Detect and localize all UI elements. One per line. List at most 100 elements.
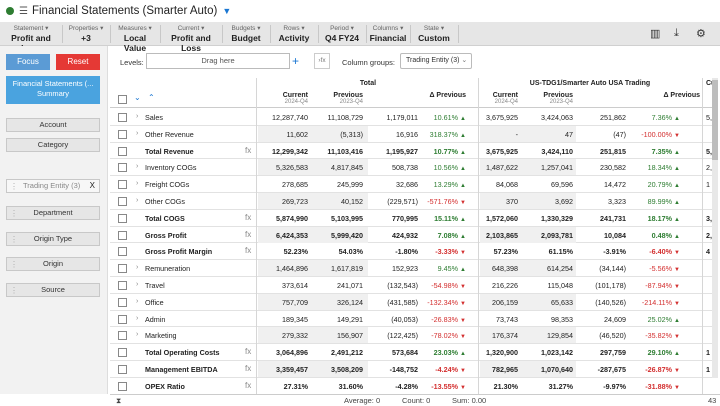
- expand-row-icon[interactable]: ›: [136, 113, 139, 120]
- row-checkbox[interactable]: [118, 297, 127, 307]
- table-cell[interactable]: 370: [506, 197, 518, 206]
- table-cell[interactable]: 1,023,142: [541, 348, 573, 358]
- row-checkbox[interactable]: [118, 180, 127, 190]
- table-cell[interactable]: -287,675: [597, 365, 626, 374]
- table-cell[interactable]: 1,195,927: [386, 146, 418, 156]
- row-checkbox[interactable]: [118, 146, 127, 156]
- table-cell[interactable]: 241,071: [337, 281, 363, 290]
- table-row[interactable]: › Marketing 279,332 156,907 (122,425) -78.02%…: [110, 327, 718, 345]
- download-icon[interactable]: ⤓: [674, 27, 679, 39]
- table-cell[interactable]: (46,520): [599, 331, 626, 341]
- table-row[interactable]: › Freight COGs 278,685 245,999 32,686 13.29% ▲…: [110, 176, 718, 193]
- table-cell[interactable]: -9.97%: [603, 381, 626, 391]
- table-cell[interactable]: 1,487,622: [486, 163, 518, 173]
- table-cell[interactable]: 27.31%: [283, 381, 308, 391]
- expand-row-icon[interactable]: ›: [136, 180, 139, 188]
- expand-row-icon[interactable]: ›: [136, 197, 139, 204]
- row-checkbox[interactable]: [118, 264, 127, 274]
- table-row[interactable]: Total Operating Costs fx 3,064,896 2,491,21…: [110, 344, 718, 361]
- row-checkbox[interactable]: [118, 230, 127, 240]
- filter-rows[interactable]: Rows ▾ Activity: [278, 25, 310, 43]
- table-cell[interactable]: 12,287,740: [272, 113, 308, 122]
- vertical-scrollbar[interactable]: [712, 78, 718, 378]
- formula-icon[interactable]: fx: [245, 380, 252, 390]
- table-cell[interactable]: 2,491,212: [331, 348, 363, 358]
- table-cell[interactable]: -5.56% ▼: [649, 264, 680, 274]
- table-cell[interactable]: 5,999,420: [331, 230, 363, 240]
- table-cell[interactable]: 18.17% ▲: [647, 213, 680, 223]
- table-cell[interactable]: 5,103,995: [331, 213, 363, 223]
- table-row[interactable]: › Inventory COGs 5,326,583 4,817,845 508,738…: [110, 159, 718, 177]
- chart-icon[interactable]: ▥: [650, 28, 661, 40]
- table-cell[interactable]: -78.02% ▼: [431, 331, 466, 341]
- column-header[interactable]: Δ Previous: [663, 92, 700, 99]
- table-cell[interactable]: (431,585): [387, 297, 418, 307]
- expand-row-icon[interactable]: ›: [136, 281, 139, 288]
- table-cell[interactable]: (5,313): [340, 129, 363, 139]
- table-cell[interactable]: -1.80%: [395, 247, 418, 257]
- row-checkbox[interactable]: [118, 213, 127, 223]
- table-cell[interactable]: 279,332: [282, 331, 308, 341]
- formula-icon[interactable]: fx: [245, 145, 252, 155]
- table-cell[interactable]: -13.55% ▼: [431, 381, 466, 391]
- formula-icon[interactable]: fx: [245, 246, 252, 256]
- table-cell[interactable]: 25.02% ▲: [647, 314, 680, 324]
- table-cell[interactable]: 0.48% ▲: [651, 230, 680, 240]
- row-checkbox[interactable]: [118, 197, 127, 206]
- collapse-all-icon[interactable]: ⌃: [148, 93, 155, 102]
- table-cell[interactable]: 15.11% ▲: [434, 213, 466, 223]
- table-cell[interactable]: 3,323: [608, 197, 626, 206]
- filter-properties[interactable]: Properties ▾ +3: [68, 25, 104, 43]
- table-row[interactable]: › Sales 12,287,740 11,108,729 1,179,011 10.61…: [110, 109, 718, 126]
- dimension-account[interactable]: Account: [6, 118, 100, 132]
- table-cell[interactable]: 1,330,329: [541, 213, 573, 223]
- table-cell[interactable]: 7.08% ▲: [437, 230, 466, 240]
- table-cell[interactable]: -571.76% ▼: [427, 197, 466, 206]
- table-row[interactable]: › Remuneration 1,464,896 1,617,819 152,923 9.…: [110, 260, 718, 277]
- dimension-trading-entity[interactable]: ⋮ Trading Entity (3) X: [6, 179, 100, 193]
- row-checkbox[interactable]: [118, 365, 127, 374]
- table-cell[interactable]: 152,923: [392, 264, 418, 274]
- table-cell[interactable]: 3,064,896: [276, 348, 308, 358]
- table-cell[interactable]: -35.82% ▼: [645, 331, 680, 341]
- add-level-icon[interactable]: +: [292, 54, 300, 68]
- table-cell[interactable]: -214.11% ▼: [641, 297, 680, 307]
- formula-icon[interactable]: fx: [245, 347, 252, 357]
- table-cell[interactable]: 1: [706, 365, 710, 374]
- drag-handle-icon[interactable]: ⋮: [10, 286, 18, 295]
- row-checkbox[interactable]: [118, 331, 127, 341]
- table-cell[interactable]: 216,226: [492, 281, 518, 290]
- table-cell[interactable]: 16,916: [396, 129, 418, 139]
- table-cell[interactable]: 3,692: [555, 197, 573, 206]
- column-header[interactable]: Current 2024-Q4: [492, 92, 518, 105]
- table-cell[interactable]: 3,508,209: [331, 365, 363, 374]
- table-row[interactable]: › Admin 189,345 149,291 (40,053) -26.83% ▼ 73,7…: [110, 311, 718, 328]
- table-cell[interactable]: 84,068: [496, 180, 518, 190]
- table-cell[interactable]: 10.77% ▲: [433, 146, 466, 156]
- column-groups-select[interactable]: Trading Entity (3) ⌄: [400, 53, 472, 69]
- table-cell[interactable]: 1,572,060: [486, 213, 518, 223]
- table-row[interactable]: Gross Profit Margin fx 52.23% 54.03% -1.80% -…: [110, 243, 718, 261]
- table-cell[interactable]: 757,709: [282, 297, 308, 307]
- table-cell[interactable]: 206,159: [492, 297, 518, 307]
- table-cell[interactable]: 297,759: [600, 348, 626, 358]
- table-cell[interactable]: 47: [565, 129, 573, 139]
- table-cell[interactable]: 11,103,416: [327, 146, 363, 156]
- levels-drop-zone[interactable]: Drag here: [146, 53, 290, 69]
- table-cell[interactable]: -4.28%: [395, 381, 418, 391]
- table-cell[interactable]: 24,609: [604, 314, 626, 324]
- table-cell[interactable]: 129,854: [547, 331, 573, 341]
- table-cell[interactable]: 5,326,583: [276, 163, 308, 173]
- filter-period[interactable]: Period ▾ Q4 FY24: [324, 25, 360, 43]
- table-cell[interactable]: 241,731: [600, 213, 626, 223]
- row-checkbox[interactable]: [118, 381, 127, 391]
- table-cell[interactable]: 770,995: [392, 213, 418, 223]
- column-header[interactable]: Δ Previous: [429, 92, 466, 99]
- table-cell[interactable]: 57.23%: [493, 247, 518, 257]
- expand-row-icon[interactable]: ›: [136, 297, 139, 305]
- row-checkbox[interactable]: [118, 129, 127, 139]
- table-cell[interactable]: 251,815: [600, 146, 626, 156]
- reset-button[interactable]: Reset: [56, 54, 100, 70]
- expand-all-icon[interactable]: ⌄: [134, 93, 141, 102]
- table-cell[interactable]: 21.30%: [493, 381, 518, 391]
